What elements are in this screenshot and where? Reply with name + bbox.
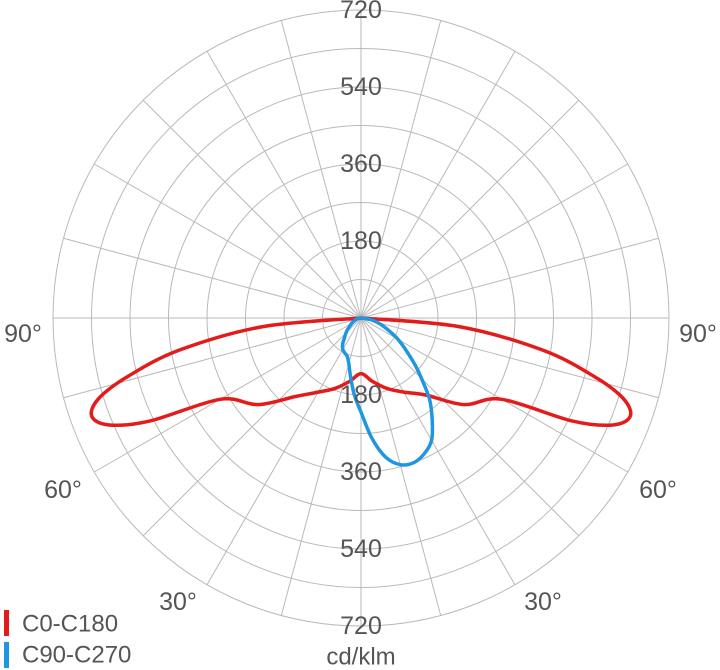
radial-tick-bottom-360: 360 — [340, 458, 382, 486]
grid-spoke-105 — [360, 317, 659, 399]
grid-spoke-225 — [142, 317, 362, 537]
grid-spoke-60 — [360, 163, 628, 319]
radial-tick-bottom-720: 720 — [340, 612, 382, 640]
angle-label-right-90: 90° — [679, 320, 717, 348]
legend-label-c0-c180: C0-C180 — [22, 611, 118, 638]
angle-label-right-60: 60° — [639, 476, 677, 504]
grid-spoke-165 — [360, 317, 442, 616]
grid-spoke-345 — [280, 20, 362, 319]
series-curve-c0-c180 — [89, 316, 633, 428]
grid-spoke-120 — [360, 317, 628, 473]
grid-spoke-210 — [206, 317, 362, 585]
radial-tick-top-180: 180 — [340, 227, 382, 255]
radial-tick-top-540: 540 — [340, 73, 382, 101]
grid-spoke-285 — [63, 237, 362, 319]
radial-tick-top-360: 360 — [340, 150, 382, 178]
grid-spoke-45 — [360, 99, 580, 319]
legend: C0-C180 C90-C270 — [4, 610, 131, 669]
grid-spoke-315 — [142, 99, 362, 319]
grid-spoke-135 — [360, 317, 580, 537]
grid-spoke-75 — [360, 237, 659, 319]
radial-tick-bottom-180: 180 — [340, 381, 382, 409]
grid-spoke-255 — [63, 317, 362, 399]
angle-label-left-60: 60° — [44, 476, 82, 504]
polar-grid — [52, 9, 670, 627]
legend-swatch-c90-c270 — [4, 642, 9, 668]
angle-label-left-30: 30° — [159, 588, 197, 616]
grid-spoke-300 — [94, 163, 362, 319]
intensity-curves — [89, 316, 633, 467]
grid-spoke-240 — [94, 317, 362, 473]
angle-label-left-90: 90° — [4, 320, 42, 348]
axis-labels: 180 360 540 720 180 360 540 720 90° 90° 60° 60° 30° 3… — [4, 0, 717, 640]
grid-spoke-30 — [360, 51, 516, 319]
radial-tick-top-720: 720 — [340, 0, 382, 24]
grid-spoke-15 — [360, 20, 442, 319]
angle-label-right-30: 30° — [524, 588, 562, 616]
grid-spoke-150 — [360, 317, 516, 585]
grid-spoke-330 — [206, 51, 362, 319]
unit-label: cd/klm — [326, 644, 395, 670]
radial-tick-bottom-540: 540 — [340, 535, 382, 563]
series-curve-c90-c270 — [340, 316, 435, 467]
legend-label-c90-c270: C90-C270 — [22, 642, 131, 669]
legend-swatch-c0-c180 — [4, 610, 9, 636]
